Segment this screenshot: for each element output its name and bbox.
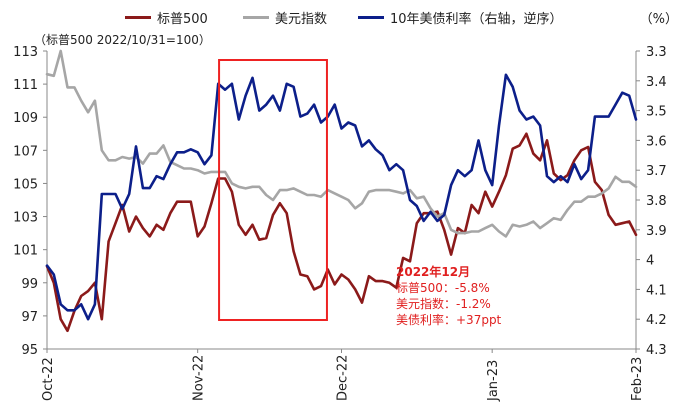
left-tick-label: 95 (21, 343, 38, 358)
legend-item-sp500: 标普500 (125, 8, 208, 27)
x-tick-label: Jan-23 (486, 360, 501, 402)
series-line-dxy (45, 49, 638, 238)
right-tick-label: 3.4 (646, 75, 667, 90)
right-tick-label: 3.3 (646, 45, 667, 60)
legend-label-dxy: 美元指数 (275, 12, 328, 27)
right-tick-label: 3.7 (646, 164, 667, 179)
x-tick-label: Dec-22 (336, 355, 351, 401)
annotation-line-ust10y: 美债利率：+37ppt (396, 313, 502, 327)
highlight-box (218, 59, 328, 321)
left-tick-label: 97 (21, 310, 38, 325)
left-tick-label: 103 (13, 211, 38, 226)
annotation: 2022年12月 标普500：-5.8% 美元指数：-1.2% 美债利率：+37… (396, 264, 501, 328)
right-tick-label: 3.5 (646, 105, 667, 120)
series-line-ust10y (45, 73, 638, 321)
left-tick-label: 107 (13, 144, 38, 159)
right-tick-label: 4.1 (646, 283, 667, 298)
left-tick-label: 101 (13, 244, 38, 259)
base-note: （标普500 2022/10/31=100） (34, 33, 211, 47)
right-tick-label: 4.3 (646, 343, 667, 358)
left-tick-label: 111 (13, 78, 38, 93)
annotation-title: 2022年12月 (396, 265, 471, 279)
x-tick-label: Nov-22 (192, 355, 207, 401)
x-tick-label: Feb-23 (630, 357, 645, 401)
right-tick-label: 4 (646, 254, 654, 269)
left-tick-label: 105 (13, 177, 38, 192)
legend-label-sp500: 标普500 (157, 12, 208, 27)
left-tick-label: 109 (13, 111, 38, 126)
series-line-sp500 (45, 132, 638, 333)
legend-item-ust10y: 10年美债利率（右轴，逆序） (358, 8, 563, 27)
right-axis-unit: （%） (639, 12, 678, 27)
legend-swatch-dxy (243, 16, 269, 19)
legend-swatch-ust10y (358, 16, 384, 19)
legend: 标普500 美元指数 10年美债利率（右轴，逆序） (0, 6, 700, 28)
x-tick-label: Oct-22 (41, 357, 56, 401)
annotation-line-dxy: 美元指数：-1.2% (396, 297, 491, 311)
legend-item-dxy: 美元指数 (243, 8, 327, 27)
left-tick-label: 113 (13, 45, 38, 60)
right-tick-label: 3.8 (646, 194, 667, 209)
legend-label-ust10y: 10年美债利率（右轴，逆序） (390, 12, 563, 27)
legend-swatch-sp500 (125, 16, 151, 19)
right-tick-label: 3.9 (646, 224, 667, 239)
right-tick-label: 4.2 (646, 313, 667, 328)
left-tick-label: 99 (21, 277, 38, 292)
annotation-line-sp500: 标普500：-5.8% (396, 281, 490, 295)
right-tick-label: 3.6 (646, 134, 667, 149)
